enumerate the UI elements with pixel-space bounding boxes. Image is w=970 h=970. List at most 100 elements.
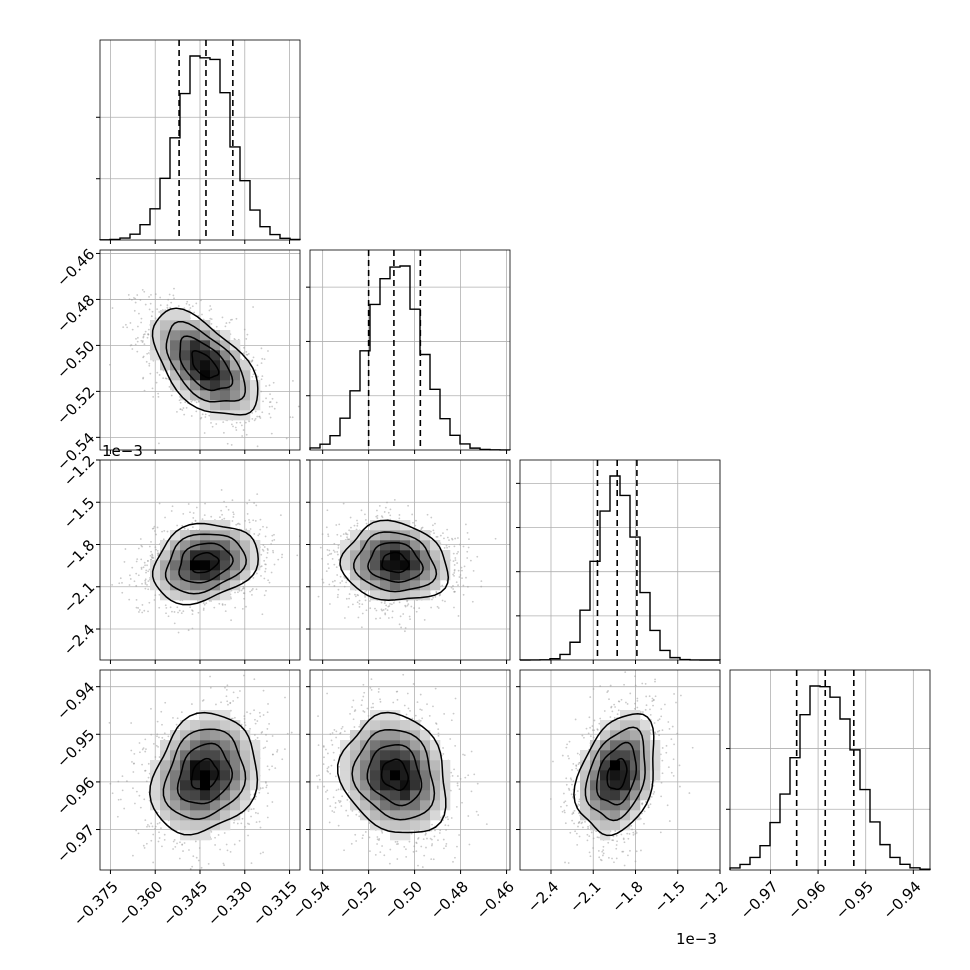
- sample-point: [369, 607, 372, 610]
- density-cell: [230, 580, 241, 591]
- sample-point: [240, 424, 243, 427]
- sample-point: [191, 526, 194, 529]
- density-layer: [108, 287, 300, 453]
- sample-point: [326, 509, 329, 512]
- density-cell: [400, 580, 411, 591]
- sample-point: [134, 301, 137, 304]
- sample-point: [265, 526, 268, 529]
- density-cell: [360, 580, 371, 591]
- sample-point: [149, 302, 152, 305]
- sample-point: [326, 548, 329, 551]
- sample-point: [152, 861, 155, 864]
- sample-point: [462, 593, 465, 596]
- sample-point: [150, 540, 152, 543]
- sample-point: [126, 780, 128, 782]
- sample-point: [140, 566, 143, 569]
- sample-point: [121, 591, 124, 594]
- sample-point: [400, 626, 403, 629]
- panel-frame: [309, 249, 511, 451]
- density-cell: [200, 570, 211, 581]
- density-cell: [430, 560, 441, 571]
- density-cell: [220, 330, 231, 341]
- sample-point: [346, 536, 348, 539]
- sample-point: [183, 527, 186, 530]
- density-cell: [180, 560, 191, 571]
- sample-point: [467, 585, 469, 588]
- sample-point: [384, 608, 387, 610]
- sample-point: [265, 397, 267, 400]
- sample-point: [260, 347, 263, 350]
- sample-point: [437, 607, 440, 609]
- sample-point: [386, 501, 388, 504]
- sample-point: [230, 619, 232, 622]
- sample-point: [189, 511, 191, 514]
- sample-point: [127, 294, 130, 296]
- sample-point: [358, 606, 361, 608]
- sample-point: [139, 299, 142, 301]
- contour-line: [164, 533, 247, 595]
- sample-point: [202, 318, 205, 321]
- density-cell: [170, 530, 181, 541]
- sample-point: [128, 598, 131, 601]
- sample-point: [169, 606, 172, 609]
- sample-point: [225, 322, 228, 324]
- density-cell: [180, 320, 191, 331]
- sample-point: [181, 409, 184, 411]
- sample-point: [439, 534, 442, 537]
- density-cell: [170, 580, 181, 591]
- sample-point: [140, 317, 143, 320]
- sample-point: [144, 564, 146, 567]
- sample-point: [333, 584, 336, 587]
- sample-point: [392, 601, 395, 604]
- density-cell: [350, 540, 361, 551]
- sample-point: [151, 387, 154, 390]
- sample-point: [146, 352, 149, 355]
- sample-point: [242, 587, 245, 590]
- sample-point: [404, 630, 406, 633]
- sample-point: [342, 502, 345, 505]
- sample-point: [273, 407, 276, 410]
- sample-point: [145, 360, 148, 363]
- density-cell: [420, 530, 431, 541]
- sample-point: [259, 826, 262, 829]
- sample-point: [148, 362, 151, 365]
- sample-point: [198, 400, 200, 403]
- density-cell: [220, 570, 231, 581]
- sample-point: [328, 553, 331, 555]
- sample-point: [257, 534, 260, 537]
- density-cell: [180, 580, 191, 591]
- sample-point: [200, 416, 203, 419]
- sample-point: [265, 589, 267, 592]
- sample-point: [158, 311, 161, 313]
- sample-point: [129, 578, 132, 580]
- sample-point: [380, 601, 383, 604]
- sample-point: [345, 581, 348, 584]
- density-cell: [180, 590, 191, 601]
- sample-point: [135, 572, 138, 575]
- sample-point: [333, 542, 336, 545]
- sample-point: [448, 539, 450, 542]
- panel-frame: [309, 459, 511, 661]
- density-cell: [430, 570, 441, 581]
- density-cell: [340, 540, 351, 551]
- sample-point: [261, 613, 264, 616]
- density-cell: [420, 560, 431, 571]
- sample-point: [239, 421, 242, 424]
- density-cell: [440, 550, 451, 561]
- sample-point: [189, 451, 191, 453]
- sample-point: [399, 615, 402, 618]
- sample-point: [272, 551, 275, 554]
- sample-point: [177, 305, 180, 307]
- sample-point: [423, 619, 426, 621]
- density-cell: [370, 580, 381, 591]
- density-cell: [190, 380, 201, 391]
- sample-point: [144, 587, 147, 590]
- sample-point: [348, 593, 351, 595]
- density-cell: [220, 380, 231, 391]
- sample-point: [494, 537, 497, 540]
- sample-point: [418, 607, 421, 610]
- sample-point: [452, 585, 454, 587]
- sample-point: [454, 559, 457, 561]
- sample-point: [145, 748, 147, 750]
- density-cell: [240, 530, 251, 541]
